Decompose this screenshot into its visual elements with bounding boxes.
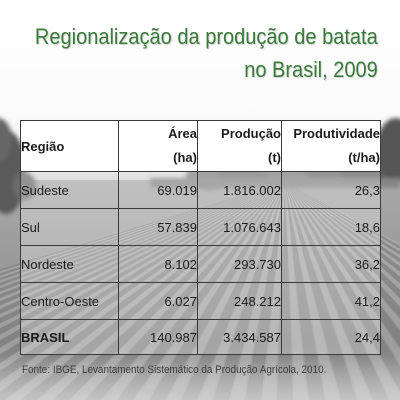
- title-row-1: Regionalização da produção de batata: [0, 20, 378, 53]
- cell-area: 69.019: [118, 171, 198, 209]
- header-row: Região Área (ha) Produção (t) Produtivid…: [20, 120, 381, 172]
- table-row: Sudeste 69.019 1.816.002 26,3: [20, 171, 381, 209]
- cell-production: 1.076.643: [197, 208, 282, 246]
- table-row: Sul 57.839 1.076.643 18,6: [20, 208, 381, 246]
- header-region: Região: [20, 120, 119, 172]
- slide-title: Regionalização da produção de batata no …: [0, 20, 378, 86]
- cell-region: Nordeste: [20, 245, 119, 283]
- bottom-fade: [0, 355, 400, 400]
- cell-region-total: BRASIL: [20, 319, 119, 355]
- cell-area: 8.102: [118, 245, 198, 283]
- title-line-1: Regionalização da produção de batata: [35, 24, 378, 49]
- title-row-2: no Brasil, 2009: [0, 53, 378, 86]
- header-area: Área (ha): [118, 120, 198, 172]
- cell-production: 293.730: [197, 245, 282, 283]
- cell-region: Sudeste: [20, 171, 119, 209]
- cell-productivity: 41,2: [281, 282, 381, 320]
- cell-production: 1.816.002: [197, 171, 282, 209]
- header-area-label: Área: [168, 126, 197, 141]
- cell-productivity: 18,6: [281, 208, 381, 246]
- table-row-total: BRASIL 140.987 3.434.587 24,4: [20, 319, 381, 355]
- production-table: Região Área (ha) Produção (t) Produtivid…: [20, 120, 381, 355]
- header-production-unit: (t): [268, 150, 281, 165]
- table-row: Nordeste 8.102 293.730 36,2: [20, 245, 381, 283]
- title-line-2: no Brasil, 2009: [244, 57, 378, 82]
- cell-region: Sul: [20, 208, 119, 246]
- source-note: Fonte: IBGE, Levantamento Sistemático da…: [22, 364, 327, 376]
- header-region-label: Região: [21, 138, 65, 154]
- cell-area: 57.839: [118, 208, 198, 246]
- header-area-unit: (ha): [173, 150, 197, 165]
- cell-productivity-total: 24,4: [281, 319, 381, 355]
- table-row: Centro-Oeste 6.027 248.212 41,2: [20, 282, 381, 320]
- cell-area-total: 140.987: [118, 319, 198, 355]
- header-production: Produção (t): [197, 120, 282, 172]
- cell-area: 6.027: [118, 282, 198, 320]
- cell-region: Centro-Oeste: [20, 282, 119, 320]
- header-productivity: Produtividade (t/ha): [281, 120, 381, 172]
- header-productivity-label: Produtividade: [293, 126, 380, 141]
- crop-row-shadow: [285, 182, 400, 249]
- cell-productivity: 36,2: [281, 245, 381, 283]
- cell-production-total: 3.434.587: [197, 319, 282, 355]
- cell-productivity: 26,3: [281, 171, 381, 209]
- cell-production: 248.212: [197, 282, 282, 320]
- header-productivity-unit: (t/ha): [348, 150, 380, 165]
- header-production-label: Produção: [221, 126, 281, 141]
